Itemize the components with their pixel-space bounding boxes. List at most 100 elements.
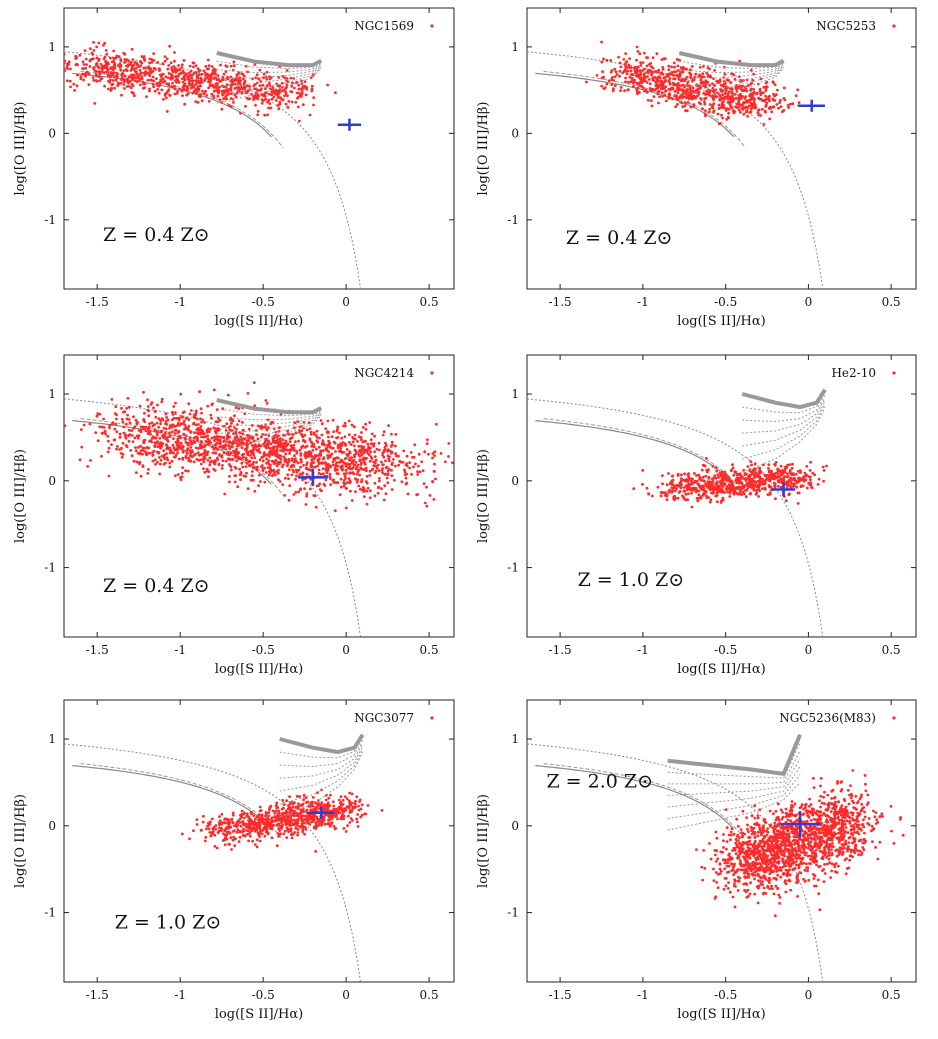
data-point (268, 808, 271, 812)
data-point (137, 76, 141, 80)
y-tick-label: 1 (48, 387, 56, 401)
data-point (266, 832, 270, 836)
data-point (78, 458, 82, 462)
data-point (170, 85, 174, 89)
data-point (325, 807, 329, 811)
data-point (183, 102, 187, 106)
data-point (178, 423, 182, 427)
data-point (197, 423, 200, 426)
data-point (293, 86, 296, 90)
data-point (108, 423, 112, 427)
data-point (626, 69, 630, 73)
data-point (113, 64, 117, 67)
data-point (316, 440, 320, 444)
data-point (103, 84, 106, 88)
data-point (134, 66, 138, 70)
data-point (182, 76, 186, 80)
data-point (346, 824, 349, 827)
data-point (262, 93, 265, 97)
data-point (796, 88, 800, 92)
data-point (194, 71, 198, 74)
data-point (660, 58, 664, 61)
data-point (740, 106, 744, 110)
data-point (91, 76, 95, 79)
data-point (646, 75, 649, 78)
data-point (164, 431, 167, 435)
data-point (195, 818, 199, 821)
data-point (285, 799, 288, 803)
data-point (694, 72, 698, 76)
data-point (193, 413, 196, 417)
data-point (333, 467, 337, 470)
data-point (305, 461, 309, 464)
data-point (257, 484, 260, 487)
data-point (97, 66, 101, 70)
data-point (605, 82, 609, 86)
data-point (311, 448, 315, 452)
data-point (348, 463, 352, 467)
data-point (135, 422, 139, 426)
data-point (253, 817, 257, 821)
data-point (343, 482, 347, 486)
data-point (390, 468, 393, 472)
data-point (360, 431, 363, 434)
data-point (350, 467, 354, 471)
data-point (676, 103, 679, 106)
data-point (325, 430, 329, 434)
data-point (386, 448, 390, 452)
data-point (783, 466, 787, 469)
data-point (132, 415, 135, 419)
data-point (382, 498, 386, 502)
data-point (223, 829, 227, 833)
model-grid-line (679, 66, 784, 96)
data-point (292, 814, 296, 817)
data-point (365, 489, 369, 493)
data-point (807, 475, 811, 478)
data-point (316, 804, 320, 807)
data-point (690, 97, 694, 101)
data-point (200, 89, 204, 93)
data-point (772, 92, 775, 96)
data-point (112, 72, 115, 75)
data-point (628, 75, 632, 79)
data-point (697, 473, 701, 477)
data-point (683, 472, 686, 476)
data-point (109, 89, 113, 92)
data-point (789, 102, 792, 106)
data-point (193, 431, 196, 435)
data-point (809, 460, 812, 464)
data-point (747, 476, 750, 480)
data-point (341, 798, 345, 802)
data-point (188, 436, 192, 439)
data-point (625, 60, 629, 64)
data-point (103, 41, 107, 45)
data-point (295, 81, 299, 84)
data-point (737, 97, 741, 101)
data-point (305, 444, 309, 448)
data-point (779, 98, 782, 102)
data-point (187, 402, 191, 406)
data-point (356, 463, 360, 467)
data-point (719, 96, 723, 100)
data-point (277, 456, 281, 460)
data-point (252, 814, 256, 817)
data-point (749, 107, 753, 111)
data-point (676, 484, 680, 488)
data-point (241, 432, 245, 436)
data-point (269, 106, 273, 110)
data-point (727, 116, 730, 120)
data-point (179, 392, 183, 396)
data-point (252, 460, 256, 464)
data-point (331, 418, 335, 422)
data-point (287, 498, 291, 502)
data-point (334, 450, 337, 453)
data-point (619, 65, 623, 69)
data-point (288, 795, 291, 799)
data-point (695, 496, 699, 500)
data-point (675, 58, 679, 61)
model-grid-line (679, 65, 784, 87)
data-point (712, 102, 716, 105)
data-point (104, 49, 108, 52)
data-point (676, 91, 680, 94)
data-point (145, 95, 148, 98)
